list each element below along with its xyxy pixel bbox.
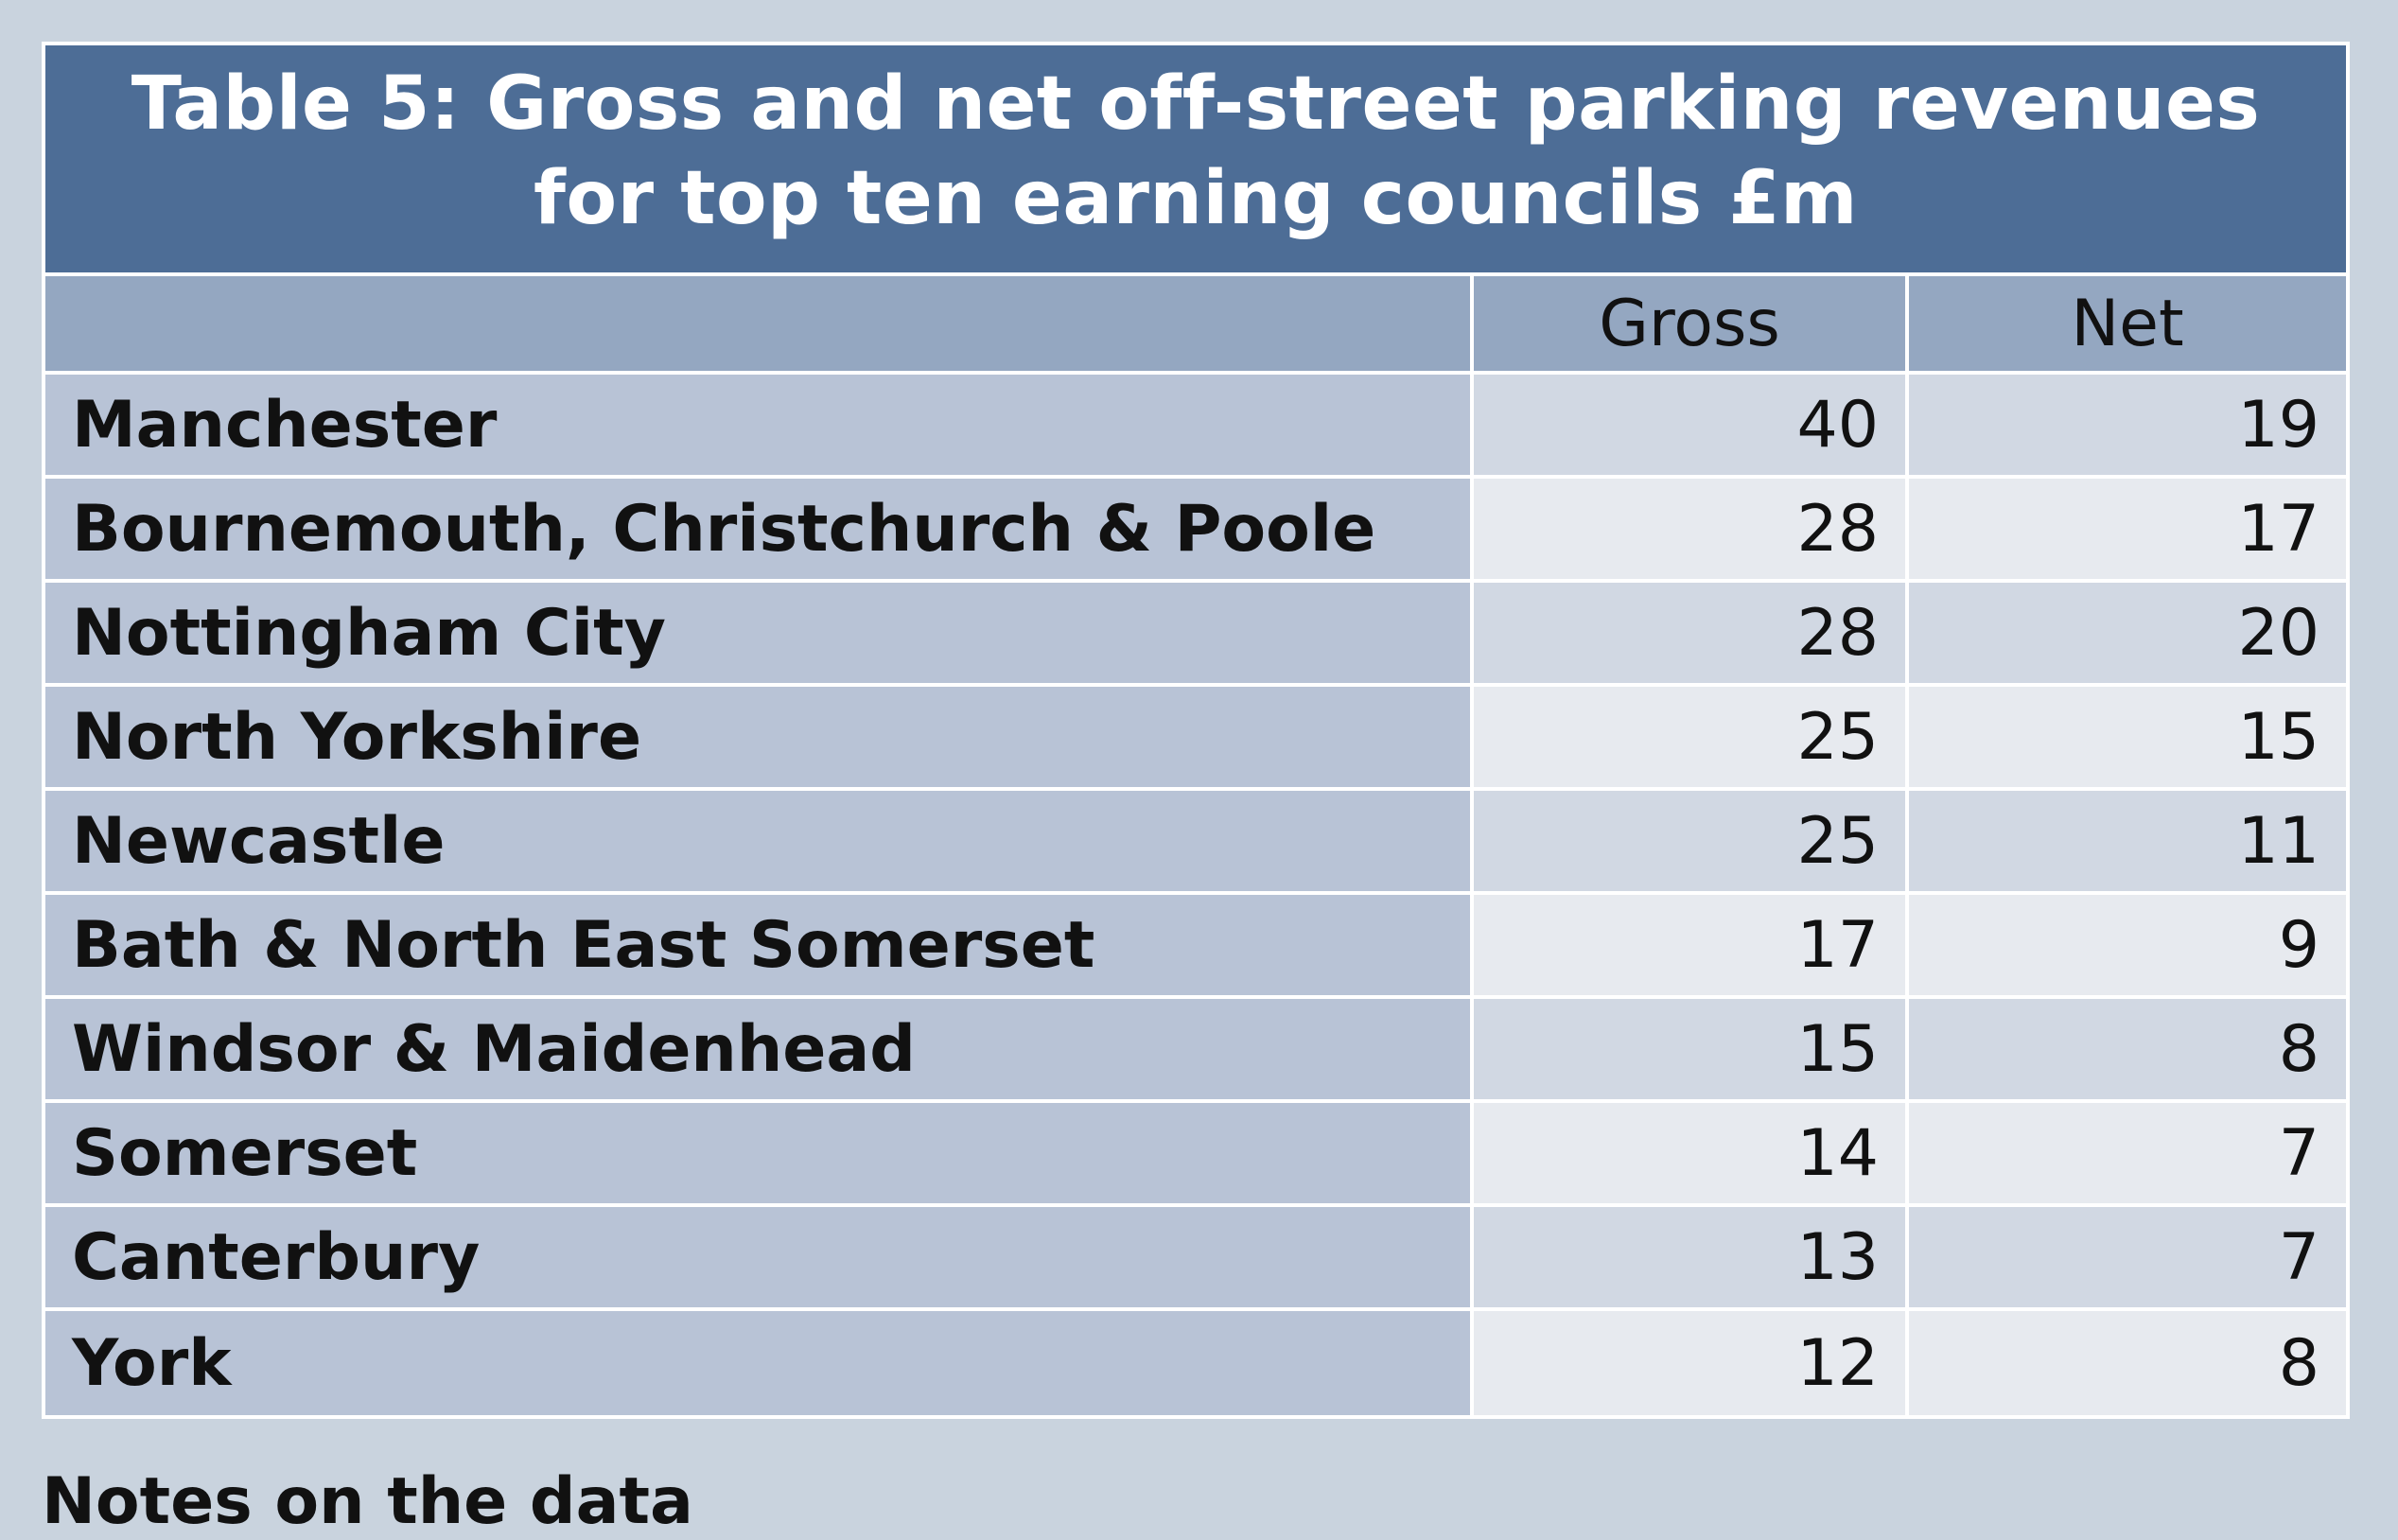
table-row: York 12 8 (45, 1311, 2346, 1415)
table-row: Manchester 40 19 (45, 375, 2346, 479)
net-value: 11 (1909, 791, 2346, 895)
table-row: North Yorkshire 25 15 (45, 687, 2346, 791)
gross-value: 28 (1474, 479, 1909, 583)
table-row: Newcastle 25 11 (45, 791, 2346, 895)
net-value: 17 (1909, 479, 2346, 583)
header-gross: Gross (1474, 276, 1909, 375)
notes-heading: Notes on the data (42, 1464, 693, 1539)
council-name: Manchester (45, 375, 1474, 479)
table-header-row: Gross Net (45, 276, 2346, 375)
gross-value: 14 (1474, 1103, 1909, 1207)
council-name: Bath & North East Somerset (45, 895, 1474, 999)
table-row: Somerset 14 7 (45, 1103, 2346, 1207)
gross-value: 13 (1474, 1207, 1909, 1311)
council-name: Canterbury (45, 1207, 1474, 1311)
header-council (45, 276, 1474, 375)
header-net: Net (1909, 276, 2346, 375)
council-name: Nottingham City (45, 583, 1474, 687)
gross-value: 25 (1474, 791, 1909, 895)
table-row: Canterbury 13 7 (45, 1207, 2346, 1311)
table-title-line-2: for top ten earning councils £m (534, 156, 1858, 241)
table-title: Table 5: Gross and net off-street parkin… (45, 45, 2346, 272)
council-name: Newcastle (45, 791, 1474, 895)
net-value: 8 (1909, 999, 2346, 1103)
gross-value: 12 (1474, 1311, 1909, 1415)
revenue-table: Gross Net Manchester 40 19 Bournemouth, … (45, 276, 2346, 1415)
net-value: 7 (1909, 1103, 2346, 1207)
gross-value: 25 (1474, 687, 1909, 791)
council-name: York (45, 1311, 1474, 1415)
table-row: Bournemouth, Christchurch & Poole 28 17 (45, 479, 2346, 583)
net-value: 15 (1909, 687, 2346, 791)
gross-value: 40 (1474, 375, 1909, 479)
table-title-line-1: Table 5: Gross and net off-street parkin… (131, 61, 2261, 147)
net-value: 19 (1909, 375, 2346, 479)
table-row: Windsor & Maidenhead 15 8 (45, 999, 2346, 1103)
council-name: Somerset (45, 1103, 1474, 1207)
table-row: Nottingham City 28 20 (45, 583, 2346, 687)
table-row: Bath & North East Somerset 17 9 (45, 895, 2346, 999)
council-name: Bournemouth, Christchurch & Poole (45, 479, 1474, 583)
net-value: 20 (1909, 583, 2346, 687)
net-value: 9 (1909, 895, 2346, 999)
gross-value: 28 (1474, 583, 1909, 687)
revenue-table-frame: Table 5: Gross and net off-street parkin… (42, 42, 2350, 1419)
gross-value: 15 (1474, 999, 1909, 1103)
gross-value: 17 (1474, 895, 1909, 999)
net-value: 7 (1909, 1207, 2346, 1311)
net-value: 8 (1909, 1311, 2346, 1415)
council-name: North Yorkshire (45, 687, 1474, 791)
council-name: Windsor & Maidenhead (45, 999, 1474, 1103)
